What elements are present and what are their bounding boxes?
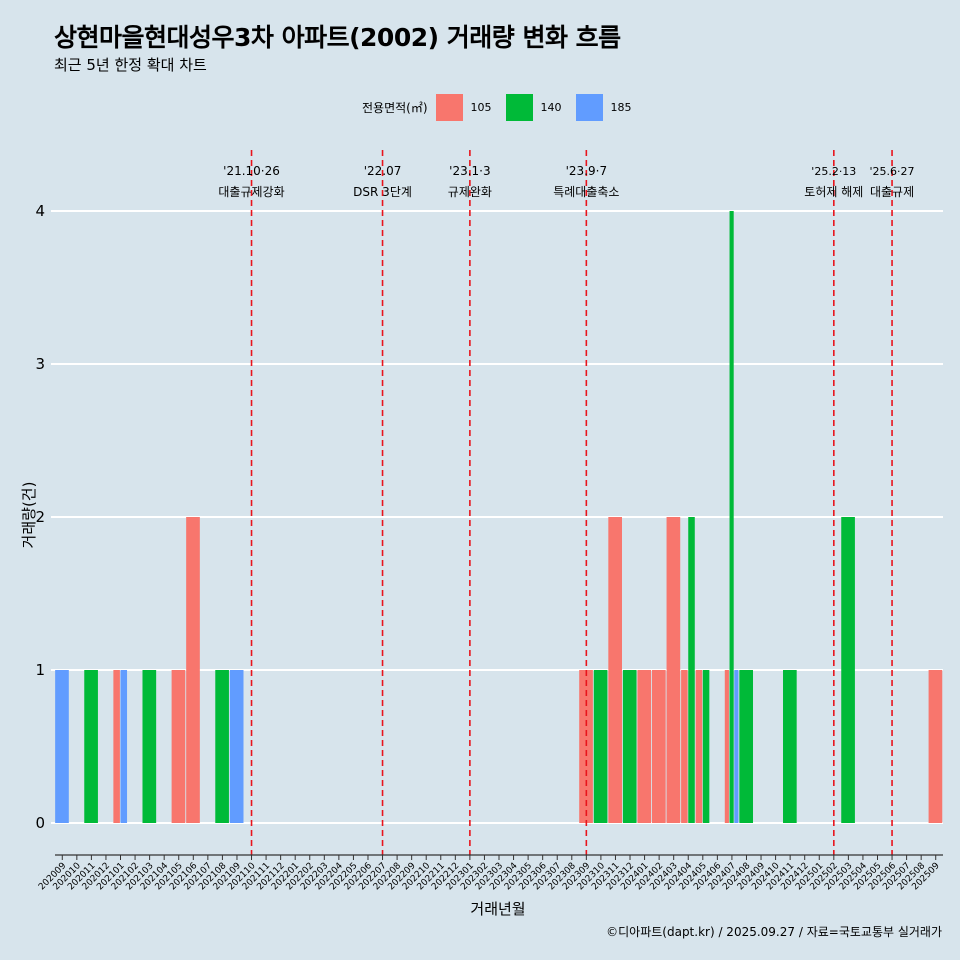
y-tick-label: 0 [35,814,45,832]
event-label: 특례대출축소 [553,185,619,199]
bar-140-202405 [702,670,710,823]
event-label: 대출규제강화 [218,185,284,199]
bar-140-202408 [739,670,754,823]
event-date: '22.07 [364,164,402,178]
source-caption: ©디아파트(dapt.kr) / 2025.09.27 / 자료=국토교통부 실… [606,925,942,939]
y-axis-label: 거래량(건) [20,482,38,549]
bar-105-202402 [651,670,666,823]
legend-key-185 [575,93,603,121]
event-label: 토허제 해제 [804,185,863,199]
bar-105-202401 [637,670,652,823]
event-date: '23.9·7 [566,164,607,178]
bar-140-202411 [783,670,797,823]
y-tick-label: 1 [35,661,45,679]
legend-key-140 [505,93,533,121]
legend-label-140: 140 [540,100,562,114]
bar-140-202404 [688,517,695,823]
event-label: 대출규제 [870,185,914,199]
legend-label-185: 185 [610,100,632,114]
bar-185-202407 [734,670,739,823]
bar-140-202108 [215,670,229,823]
bar-105-202509 [928,670,943,823]
bar-185-202109 [229,670,244,823]
bar-105-202407 [724,670,729,823]
bar-140-202312 [622,670,637,823]
bar-185-202009 [55,670,69,823]
event-date: '23.1·3 [449,164,490,178]
bar-140-202011 [84,670,98,823]
bar-105-202403 [666,517,681,823]
bar-105-202106 [186,517,200,823]
y-tick-label: 2 [35,508,45,526]
event-label: 규제완화 [448,185,492,199]
bar-105-202101 [113,670,120,823]
bar-140-202103 [142,670,157,823]
x-axis-label: 거래년월 [470,900,525,918]
bar-140-202407 [729,211,734,823]
bar-140-202310 [593,670,608,823]
legend: 전용면적(㎡) 105 140 185 [362,92,646,122]
y-tick-label: 4 [35,202,45,220]
bar-105-202105 [171,670,186,823]
event-date: '25.2·13 [811,165,856,178]
bar-105-202405 [695,670,703,823]
legend-key-105 [435,93,463,121]
chart-title: 상현마을현대성우3차 아파트(2002) 거래량 변화 흐름 [54,23,621,52]
event-label: DSR 3단계 [353,185,412,199]
bar-140-202503 [841,517,855,823]
bar-105-202309 [579,670,593,823]
chart-subtitle: 최근 5년 한정 확대 차트 [54,56,207,74]
event-date: '21.10·26 [223,164,280,178]
bar-185-202101 [120,670,128,823]
y-tick-label: 3 [35,355,45,373]
event-date: '25.6·27 [870,165,915,178]
legend-title: 전용면적(㎡) [362,100,428,115]
legend-label-105: 105 [470,100,492,114]
bar-105-202311 [608,517,622,823]
bar-105-202404 [681,670,688,823]
